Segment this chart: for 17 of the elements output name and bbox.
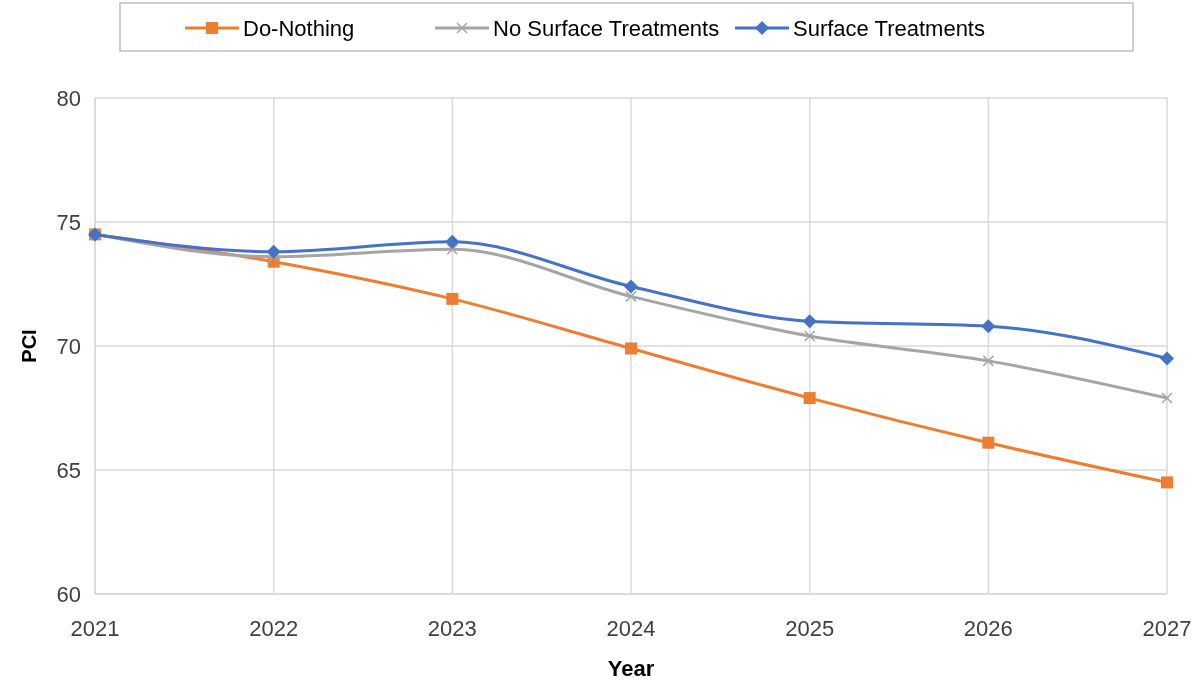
x-tick-label: 2024 [606,616,656,641]
x-tick-label: 2023 [427,616,477,641]
x-tick-label: 2022 [249,616,299,641]
legend-label: Do-Nothing [243,16,355,41]
x-axis-title: Year [607,656,655,681]
y-tick-label: 65 [56,458,81,483]
legend-label: No Surface Treatments [493,16,720,41]
legend-label: Surface Treatments [793,16,985,41]
x-tick-label: 2026 [963,616,1013,641]
x-tick-label: 2025 [785,616,835,641]
y-tick-label: 70 [56,334,81,359]
y-tick-label: 60 [56,582,81,607]
y-tick-label: 80 [56,86,81,111]
x-tick-label: 2021 [70,616,120,641]
x-tick-label: 2027 [1142,616,1192,641]
y-tick-label: 75 [56,210,81,235]
y-axis-title: PCI [18,329,40,363]
